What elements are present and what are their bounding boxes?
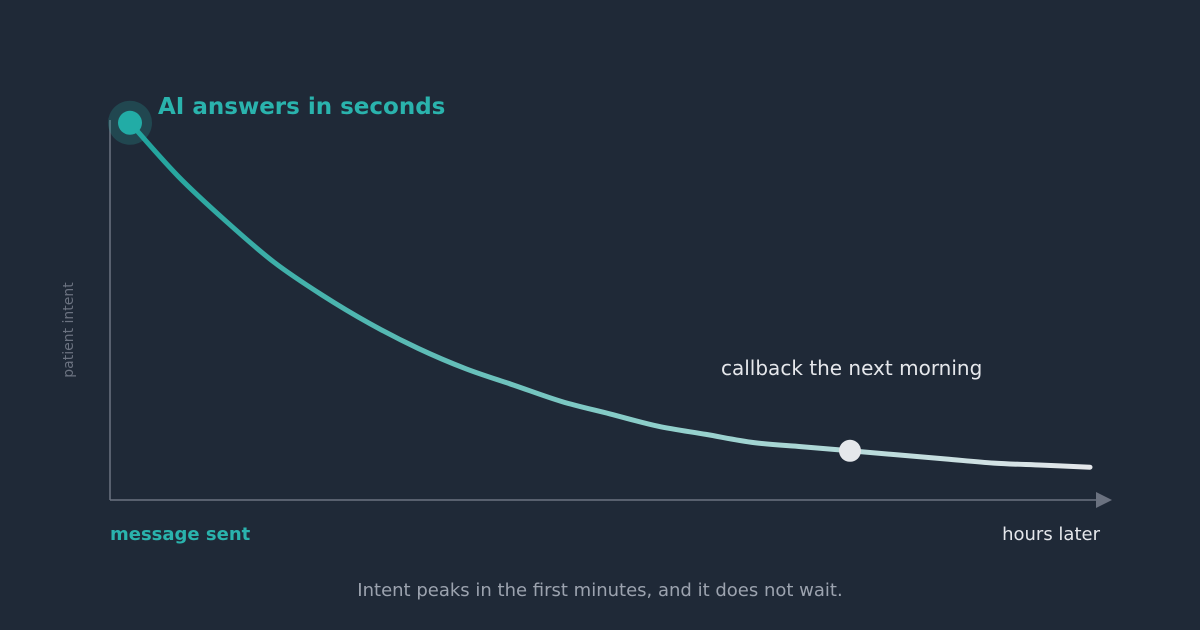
chart-caption: Intent peaks in the first minutes, and i… <box>357 580 843 601</box>
annotation-ai-answers: AI answers in seconds <box>158 94 446 120</box>
intent-curve <box>127 120 1093 470</box>
annotation-callback: callback the next morning <box>721 356 983 380</box>
start-point <box>118 110 142 135</box>
callback-point <box>839 439 861 462</box>
x-axis-end-label: hours later <box>1002 524 1100 545</box>
x-axis-start-label: message sent <box>110 524 251 545</box>
x-axis-arrow-icon <box>1096 492 1112 508</box>
y-axis-label: patient intent <box>61 282 77 378</box>
